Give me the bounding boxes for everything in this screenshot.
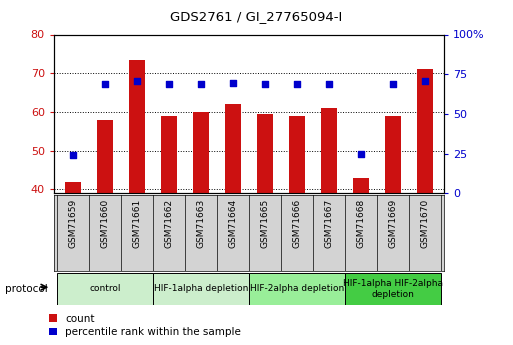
Point [421,78,429,83]
Point [292,81,301,87]
Bar [249,273,345,305]
Text: GSM71659: GSM71659 [69,199,77,248]
Point [357,151,365,156]
Text: GSM71670: GSM71670 [420,199,429,248]
Point [325,81,333,87]
Text: HIF-1alpha HIF-2alpha
depletion: HIF-1alpha HIF-2alpha depletion [343,279,443,299]
Bar [153,273,249,305]
Point [261,81,269,87]
Text: GSM71669: GSM71669 [388,199,397,248]
Text: GSM71660: GSM71660 [101,199,109,248]
Text: protocol: protocol [5,284,48,294]
Bar [385,116,401,193]
Point [388,81,397,87]
Legend: count, percentile rank within the sample: count, percentile rank within the sample [49,314,241,337]
Text: HIF-1alpha depletion: HIF-1alpha depletion [154,284,248,294]
Bar [257,114,273,193]
Text: GSM71663: GSM71663 [196,199,205,248]
Bar [321,108,337,193]
Bar [65,181,81,193]
Bar [225,104,241,193]
Text: GSM71661: GSM71661 [132,199,142,248]
Text: GDS2761 / GI_27765094-I: GDS2761 / GI_27765094-I [170,10,343,23]
Bar [129,60,145,193]
Point [133,78,141,83]
Point [101,81,109,87]
Bar [417,69,432,193]
Point [229,80,237,86]
Bar [352,178,369,193]
Point [69,152,77,158]
Text: HIF-2alpha depletion: HIF-2alpha depletion [250,284,344,294]
Text: GSM71668: GSM71668 [356,199,365,248]
Point [197,81,205,87]
Point [165,81,173,87]
Bar [97,120,113,193]
Bar [57,273,153,305]
Text: GSM71665: GSM71665 [260,199,269,248]
Text: GSM71662: GSM71662 [164,199,173,248]
Bar [289,116,305,193]
Bar [161,116,177,193]
Text: control: control [89,284,121,294]
Text: GSM71667: GSM71667 [324,199,333,248]
Bar [345,273,441,305]
Text: GSM71666: GSM71666 [292,199,301,248]
Text: GSM71664: GSM71664 [228,199,238,248]
Bar [193,112,209,193]
